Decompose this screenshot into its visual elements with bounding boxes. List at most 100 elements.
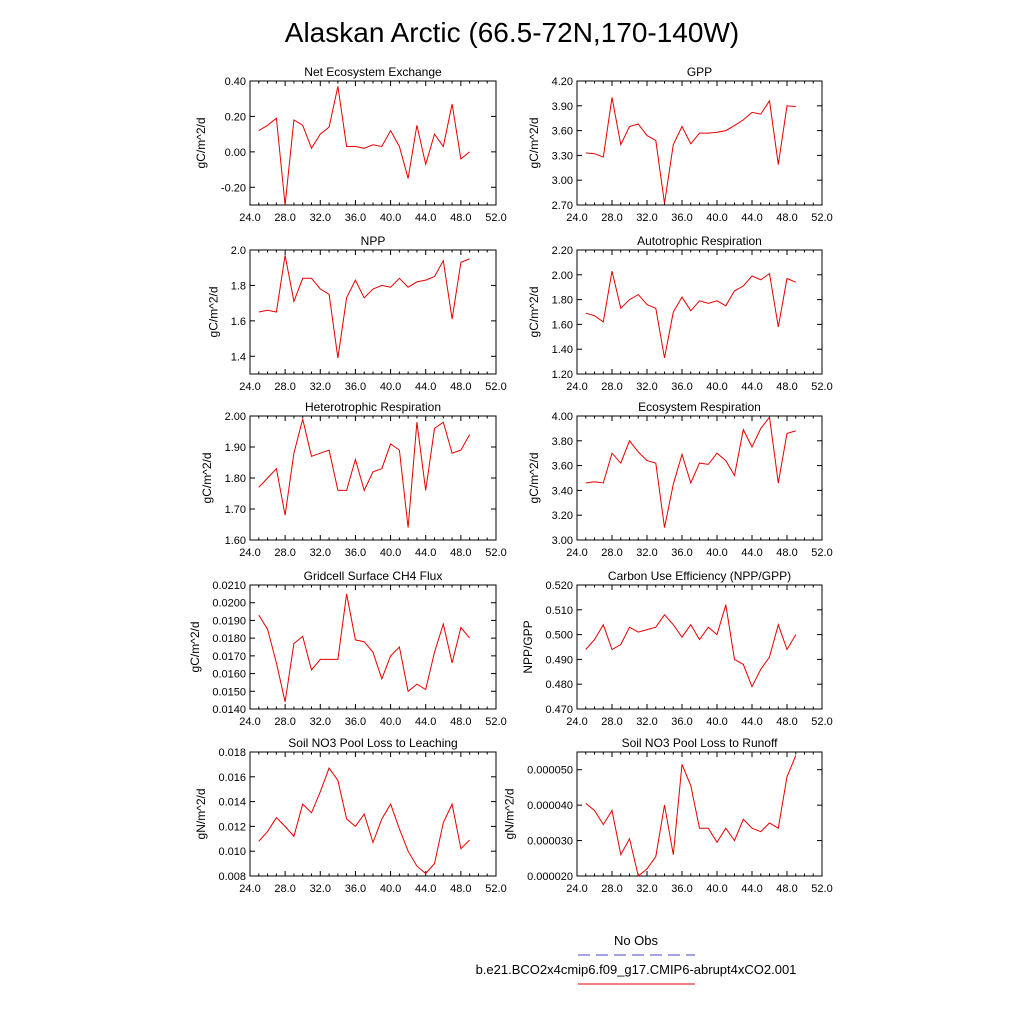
y-tick-label: 1.6 bbox=[231, 316, 246, 328]
chart-panel: NPP 24.0 28.0 32.0 36.0 40.0 44.0 48.0 52.0 1.4 1.… bbox=[206, 234, 506, 393]
x-tick-label: 28.0 bbox=[274, 716, 295, 728]
x-tick-label: 28.0 bbox=[601, 212, 622, 224]
y-tick-label: 0.000020 bbox=[527, 871, 573, 883]
y-axis-label: gC/m^2/d bbox=[527, 287, 541, 338]
series-line bbox=[585, 97, 796, 204]
y-axis-label: gN/m^2/d bbox=[502, 789, 516, 840]
x-tick-label: 52.0 bbox=[485, 381, 506, 393]
y-tick-label: 0.000050 bbox=[527, 765, 573, 777]
x-tick-label: 48.0 bbox=[450, 716, 471, 728]
plot-frame bbox=[576, 415, 823, 541]
x-tick-label: 36.0 bbox=[671, 716, 692, 728]
page-title: Alaskan Arctic (66.5-72N,170-140W) bbox=[285, 17, 739, 48]
x-tick-label: 52.0 bbox=[811, 212, 832, 224]
x-tick-label: 28.0 bbox=[274, 883, 295, 895]
series-line bbox=[258, 593, 470, 703]
panel-title: Heterotrophic Respiration bbox=[305, 400, 441, 414]
series-line bbox=[258, 86, 470, 206]
plot-frame bbox=[249, 415, 497, 541]
plot-frame bbox=[249, 249, 497, 375]
y-tick-label: 1.60 bbox=[552, 319, 573, 331]
x-tick-label: 48.0 bbox=[776, 883, 797, 895]
x-tick-label: 40.0 bbox=[380, 547, 401, 559]
y-tick-label: 1.70 bbox=[225, 504, 246, 516]
y-tick-label: 0.018 bbox=[218, 747, 246, 759]
x-tick-label: 28.0 bbox=[601, 381, 622, 393]
x-tick-label: 36.0 bbox=[345, 716, 366, 728]
x-tick-label: 40.0 bbox=[380, 381, 401, 393]
chart-panel: GPP 24.0 28.0 32.0 36.0 40.0 44.0 48.0 52.0 2.70 3… bbox=[527, 65, 833, 224]
x-tick-label: 36.0 bbox=[671, 212, 692, 224]
y-tick-label: 4.00 bbox=[552, 411, 573, 423]
x-tick-label: 24.0 bbox=[239, 547, 260, 559]
y-axis-label: gC/m^2/d bbox=[527, 453, 541, 504]
x-tick-label: 28.0 bbox=[274, 212, 295, 224]
legend-label-model: b.e21.BCO2x4cmip6.f09_g17.CMIP6-abrupt4x… bbox=[476, 962, 797, 977]
x-tick-label: 44.0 bbox=[741, 547, 762, 559]
series-line bbox=[585, 270, 796, 358]
y-tick-label: 2.70 bbox=[552, 200, 573, 212]
x-tick-label: 32.0 bbox=[636, 716, 657, 728]
y-tick-label: 1.80 bbox=[552, 295, 573, 307]
y-tick-label: -0.20 bbox=[221, 182, 246, 194]
y-tick-label: 1.20 bbox=[552, 369, 573, 381]
y-tick-label: 0.008 bbox=[218, 871, 246, 883]
y-tick-label: 0.0140 bbox=[212, 704, 246, 716]
y-tick-label: 4.20 bbox=[552, 76, 573, 88]
y-tick-label: 0.510 bbox=[545, 605, 573, 617]
x-tick-label: 24.0 bbox=[239, 212, 260, 224]
y-tick-label: 0.480 bbox=[545, 679, 573, 691]
chart-panel: Heterotrophic Respiration 24.0 28.0 32.0 36.… bbox=[200, 400, 507, 559]
x-tick-label: 44.0 bbox=[415, 212, 436, 224]
y-tick-label: 0.012 bbox=[218, 821, 246, 833]
x-tick-label: 32.0 bbox=[310, 212, 331, 224]
x-tick-label: 28.0 bbox=[274, 381, 295, 393]
chart-panel: Autotrophic Respiration 24.0 28.0 32.0 36.0 4… bbox=[527, 234, 833, 393]
y-tick-label: 2.00 bbox=[225, 411, 246, 423]
x-tick-label: 44.0 bbox=[415, 547, 436, 559]
x-tick-label: 52.0 bbox=[811, 547, 832, 559]
x-tick-label: 48.0 bbox=[776, 716, 797, 728]
y-tick-label: 3.30 bbox=[552, 150, 573, 162]
x-tick-label: 32.0 bbox=[310, 547, 331, 559]
x-tick-label: 36.0 bbox=[345, 212, 366, 224]
x-tick-label: 40.0 bbox=[706, 381, 727, 393]
chart-panel: Carbon Use Efficiency (NPP/GPP) 24.0 28.0 3… bbox=[521, 569, 833, 728]
panel-title: Net Ecosystem Exchange bbox=[304, 65, 442, 79]
y-tick-label: 1.60 bbox=[225, 535, 246, 547]
x-tick-label: 52.0 bbox=[485, 716, 506, 728]
x-tick-label: 40.0 bbox=[706, 212, 727, 224]
x-tick-label: 44.0 bbox=[415, 716, 436, 728]
plot-frame bbox=[576, 80, 823, 206]
x-tick-label: 36.0 bbox=[345, 381, 366, 393]
x-tick-label: 36.0 bbox=[671, 381, 692, 393]
x-tick-label: 24.0 bbox=[239, 381, 260, 393]
x-tick-label: 44.0 bbox=[741, 381, 762, 393]
series-line bbox=[585, 755, 797, 877]
x-tick-label: 32.0 bbox=[310, 381, 331, 393]
y-tick-label: 0.0170 bbox=[212, 651, 246, 663]
y-tick-label: 0.0160 bbox=[212, 669, 246, 681]
chart-panel: Soil NO3 Pool Loss to Runoff 24.0 28.0 32.0… bbox=[502, 736, 832, 895]
y-tick-label: 0.0210 bbox=[212, 580, 246, 592]
panel-title: Gridcell Surface CH4 Flux bbox=[304, 569, 443, 583]
y-tick-label: 0.014 bbox=[218, 797, 246, 809]
legend: No Obs b.e21.BCO2x4cmip6.f09_g17.CMIP6-a… bbox=[476, 933, 797, 985]
y-tick-label: 0.0200 bbox=[212, 598, 246, 610]
x-tick-label: 24.0 bbox=[239, 883, 260, 895]
y-tick-label: 3.60 bbox=[552, 126, 573, 138]
panel-title: GPP bbox=[687, 65, 712, 79]
x-tick-label: 24.0 bbox=[566, 716, 587, 728]
series-line bbox=[258, 255, 470, 359]
x-tick-label: 24.0 bbox=[566, 547, 587, 559]
legend-label-obs: No Obs bbox=[614, 933, 659, 948]
x-tick-label: 52.0 bbox=[811, 716, 832, 728]
y-tick-label: 0.016 bbox=[218, 772, 246, 784]
x-tick-label: 52.0 bbox=[811, 381, 832, 393]
y-tick-label: 1.8 bbox=[231, 280, 246, 292]
y-tick-label: 0.520 bbox=[545, 580, 573, 592]
y-tick-label: 0.20 bbox=[225, 111, 246, 123]
x-tick-label: 44.0 bbox=[741, 883, 762, 895]
x-tick-label: 40.0 bbox=[380, 212, 401, 224]
